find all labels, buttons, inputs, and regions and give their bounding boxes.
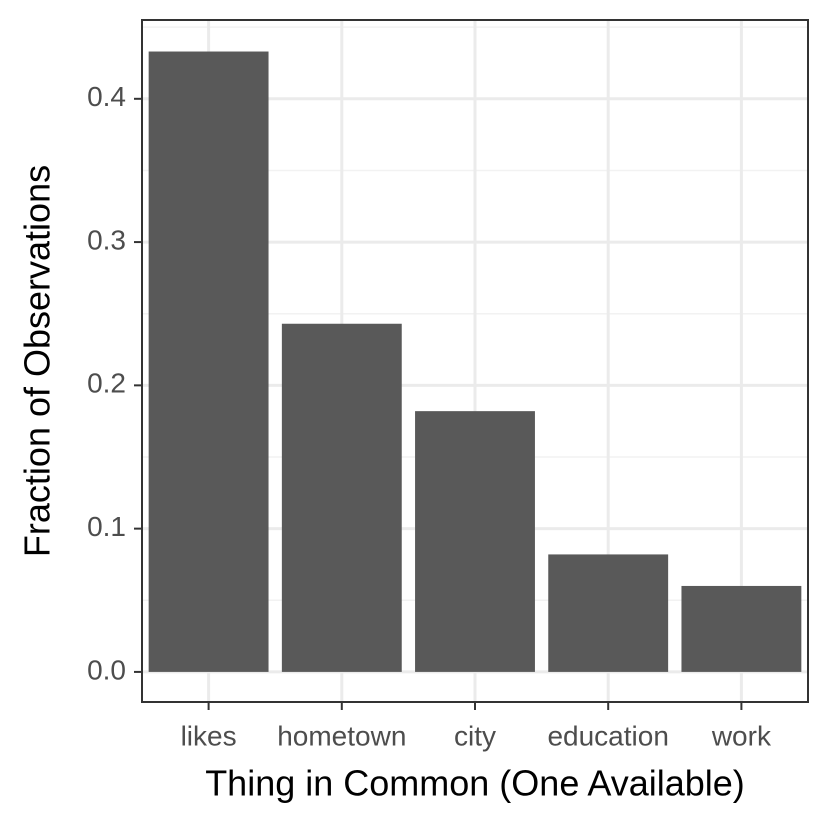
bar [148, 51, 269, 672]
y-tick-label: 0.2 [87, 368, 126, 399]
x-tick-label: work [711, 720, 772, 751]
y-tick-label: 0.4 [87, 81, 126, 112]
x-tick-label: hometown [277, 720, 406, 751]
y-tick-label: 0.1 [87, 511, 126, 542]
panel-border [141, 19, 809, 703]
x-tick-label: city [454, 720, 496, 751]
x-axis-title: Thing in Common (One Available) [205, 763, 745, 804]
bar [415, 411, 535, 672]
x-tick-label: likes [181, 720, 237, 751]
y-tick-label: 0.3 [87, 224, 126, 255]
bar [281, 323, 402, 672]
bar [681, 585, 802, 672]
y-tick-label: 0.0 [87, 654, 126, 685]
y-axis-title: Fraction of Observations [17, 165, 58, 557]
x-tick-label: education [547, 720, 668, 751]
bar [548, 554, 669, 672]
